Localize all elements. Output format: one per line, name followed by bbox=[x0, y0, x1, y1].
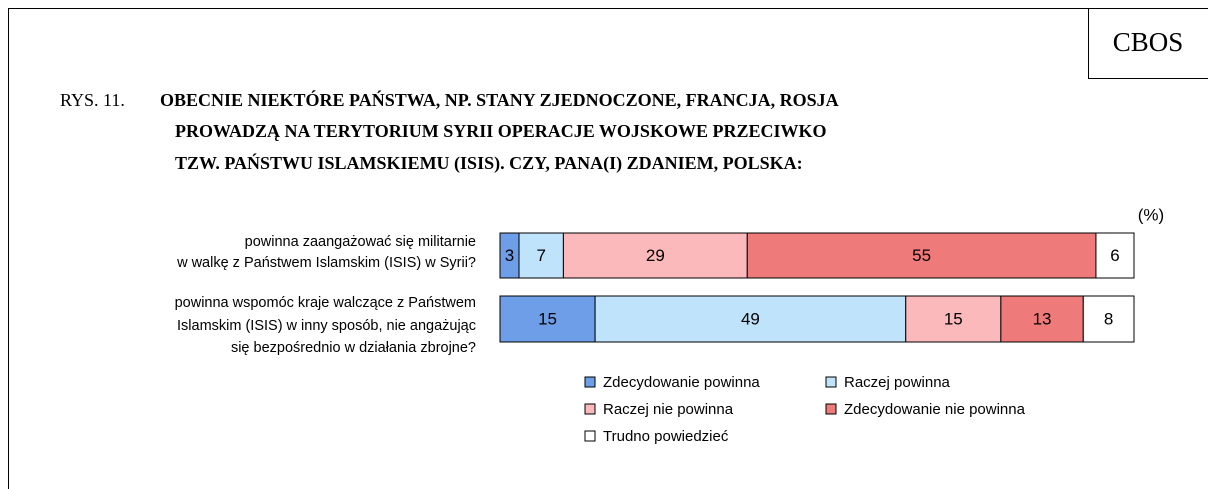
data-label: 55 bbox=[912, 246, 931, 265]
category-label: powinna wspomóc kraje walczące z Państwe… bbox=[175, 295, 476, 311]
bar-segment bbox=[562, 232, 748, 279]
unit: (%) bbox=[1138, 205, 1164, 224]
bar-segment bbox=[499, 295, 596, 343]
chart-title: OBECNIE NIEKTÓRE PAŃSTWA, NP. STANY ZJED… bbox=[160, 89, 839, 110]
legend-label: Zdecydowanie powinna bbox=[603, 374, 760, 391]
source: CBOS bbox=[1113, 27, 1184, 57]
data-label: 15 bbox=[944, 309, 963, 328]
bar-segment bbox=[594, 295, 907, 343]
bar-segment bbox=[1082, 295, 1135, 343]
bar-segment bbox=[746, 232, 1097, 279]
data-label: 7 bbox=[536, 246, 545, 265]
data-label: 15 bbox=[538, 309, 557, 328]
legend-swatch bbox=[584, 376, 596, 388]
data-label: 49 bbox=[741, 309, 760, 328]
chart-title: PROWADZĄ NA TERYTORIUM SYRII OPERACJE WO… bbox=[175, 121, 826, 141]
legend-swatch bbox=[584, 403, 596, 415]
legend-label: Raczej nie powinna bbox=[603, 401, 734, 418]
bar-segment bbox=[1095, 232, 1135, 279]
legend-swatch bbox=[825, 403, 837, 415]
data-label: 3 bbox=[505, 246, 514, 265]
bar-segment bbox=[518, 232, 564, 279]
category-label: w walkę z Państwem Islamskim (ISIS) w Sy… bbox=[176, 255, 476, 271]
data-label: 8 bbox=[1104, 309, 1113, 328]
legend-swatch bbox=[584, 430, 596, 442]
legend-label: Raczej powinna bbox=[844, 374, 951, 391]
data-label: 13 bbox=[1033, 309, 1052, 328]
category-label: Islamskim (ISIS) w inny sposób, nie anga… bbox=[177, 318, 476, 334]
legend-label: Trudno powiedzieć bbox=[603, 428, 729, 445]
category-label: się bezpośrednio w działania zbrojne? bbox=[231, 340, 476, 356]
category-label: powinna zaangażować się militarnie bbox=[245, 234, 476, 250]
chart-title: TZW. PAŃSTWU ISLAMSKIEMU (ISIS). CZY, PA… bbox=[175, 152, 803, 174]
legend-label: Zdecydowanie nie powinna bbox=[844, 401, 1026, 418]
legend-swatch bbox=[825, 376, 837, 388]
figure-label: RYS. 11. bbox=[60, 90, 125, 110]
data-label: 6 bbox=[1110, 246, 1119, 265]
data-label: 29 bbox=[646, 246, 665, 265]
